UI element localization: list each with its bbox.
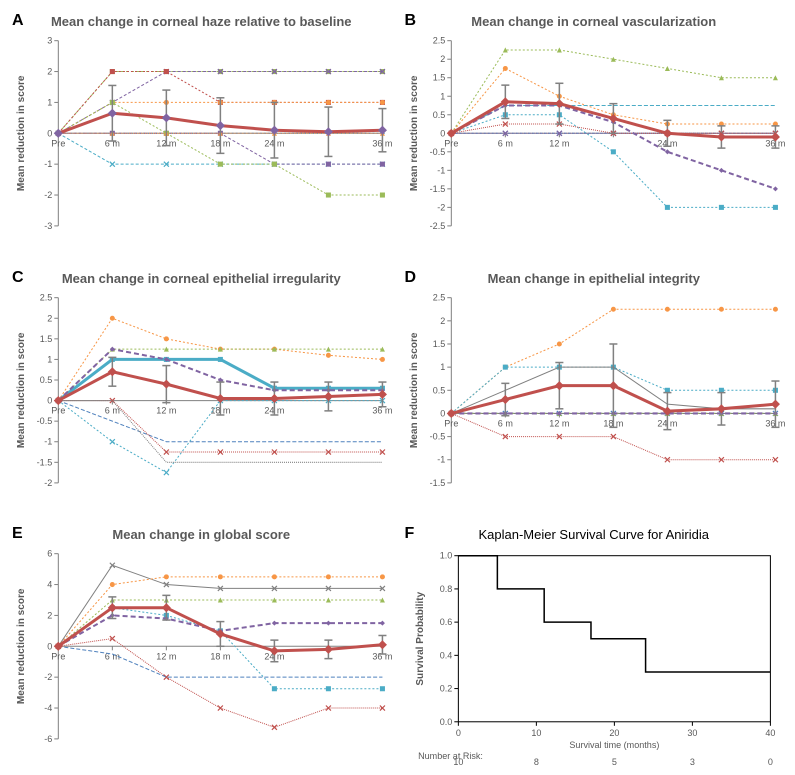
chart-grid: A Mean change in corneal haze relative t… — [10, 10, 785, 759]
ytick-label: -1.5 — [429, 184, 445, 194]
xlabel: Survival time (months) — [569, 740, 659, 750]
ytick-label: -2 — [437, 202, 445, 212]
ytick-label: -1 — [437, 165, 445, 175]
ytick-label: -2.5 — [429, 221, 445, 231]
ytick-label: -1 — [437, 454, 445, 464]
ytick-label: -4 — [44, 703, 52, 713]
panel-e: E Mean change in global score-6-4-20246P… — [10, 523, 393, 770]
risk-value: 3 — [689, 757, 694, 767]
panel-title: Mean change in global score — [10, 527, 393, 542]
risk-value: 10 — [453, 757, 463, 767]
ytick-label: 0.0 — [439, 717, 452, 727]
ytick-label: 2 — [47, 611, 52, 621]
ytick-label: 0.5 — [432, 110, 445, 120]
ytick-label: 4 — [47, 580, 52, 590]
panel-d: D Mean change in epithelial integrity-1.… — [403, 267, 786, 514]
ylabel: Mean reduction in score — [16, 75, 27, 191]
xtick-label: 0 — [455, 728, 460, 738]
xtick-label: 6 m — [497, 418, 512, 428]
chart-E: -6-4-20246Pre6 m12 m18 m24 m36 mMean red… — [10, 523, 393, 770]
ytick-label: 1.5 — [432, 73, 445, 83]
ytick-label: 3 — [47, 36, 52, 46]
ylabel: Mean reduction in score — [409, 332, 420, 448]
ytick-label: 0 — [47, 128, 52, 138]
ytick-label: 1.0 — [439, 551, 452, 561]
ylabel: Mean reduction in score — [16, 332, 27, 448]
ytick-label: 1.5 — [432, 339, 445, 349]
ytick-label: -2 — [44, 190, 52, 200]
ytick-label: -1.5 — [37, 457, 53, 467]
ytick-label: -2 — [44, 477, 52, 487]
ytick-label: -6 — [44, 734, 52, 744]
ytick-label: 0.5 — [432, 385, 445, 395]
ytick-label: 0 — [440, 408, 445, 418]
ytick-label: -1 — [44, 436, 52, 446]
risk-value: 0 — [767, 757, 772, 767]
panel-title: Mean change in corneal vascularization — [403, 14, 786, 29]
xtick-label: 20 — [609, 728, 619, 738]
ytick-label: -1.5 — [429, 477, 445, 487]
panel-title: Mean change in epithelial integrity — [403, 271, 786, 286]
risk-value: 8 — [533, 757, 538, 767]
panel-b: B Mean change in corneal vascularization… — [403, 10, 786, 257]
ytick-label: 6 — [47, 549, 52, 559]
chart-D: -1.5-1-0.500.511.522.5Pre6 m12 m18 m24 m… — [403, 267, 786, 514]
ytick-label: 0 — [47, 641, 52, 651]
ytick-label: 1 — [440, 362, 445, 372]
ytick-label: -1 — [44, 159, 52, 169]
xtick-label: 12 m — [156, 652, 176, 662]
risk-label: Number at Risk: — [418, 751, 483, 761]
xtick-label: Pre — [51, 138, 65, 148]
xtick-label: 12 m — [549, 418, 569, 428]
panel-title: Mean change in corneal epithelial irregu… — [10, 271, 393, 286]
ylabel: Survival Probability — [415, 592, 426, 686]
ytick-label: 2 — [440, 315, 445, 325]
ytick-label: 0.6 — [439, 617, 452, 627]
ytick-label: 2.5 — [40, 292, 53, 302]
ytick-label: 1.5 — [40, 333, 53, 343]
xtick-label: 30 — [687, 728, 697, 738]
ytick-label: -0.5 — [429, 431, 445, 441]
chart-A: -3-2-10123Pre6 m12 m18 m24 m36 mMean red… — [10, 10, 393, 257]
ytick-label: 2 — [47, 313, 52, 323]
ytick-label: 0 — [47, 395, 52, 405]
chart-B: -2.5-2-1.5-1-0.500.511.522.5Pre6 m12 m24… — [403, 10, 786, 257]
ytick-label: 0.2 — [439, 684, 452, 694]
ytick-label: -0.5 — [429, 147, 445, 157]
ytick-label: 2 — [440, 54, 445, 64]
ytick-label: 2 — [47, 67, 52, 77]
ytick-label: 1 — [47, 97, 52, 107]
chart-F: 0.00.20.40.60.81.0010203040Survival Prob… — [403, 523, 786, 770]
ytick-label: 2.5 — [432, 36, 445, 46]
panel-title: Mean change in corneal haze relative to … — [10, 14, 393, 29]
ytick-label: 0.4 — [439, 651, 452, 661]
panel-title: Kaplan-Meier Survival Curve for Aniridia — [403, 527, 786, 542]
panel-a: A Mean change in corneal haze relative t… — [10, 10, 393, 257]
ytick-label: 2.5 — [432, 292, 445, 302]
ytick-label: -2 — [44, 672, 52, 682]
xtick-label: Pre — [444, 138, 458, 148]
xtick-label: Pre — [51, 405, 65, 415]
ytick-label: 0.5 — [40, 375, 53, 385]
ytick-label: 0 — [440, 128, 445, 138]
risk-value: 5 — [611, 757, 616, 767]
xtick-label: 12 m — [549, 138, 569, 148]
xtick-label: 10 — [531, 728, 541, 738]
xtick-label: 6 m — [497, 138, 512, 148]
panel-f: F Kaplan-Meier Survival Curve for Anirid… — [403, 523, 786, 770]
xtick-label: 40 — [765, 728, 775, 738]
xtick-label: 18 m — [210, 652, 230, 662]
ytick-label: 1 — [47, 354, 52, 364]
ytick-label: -0.5 — [37, 416, 53, 426]
xtick-label: Pre — [51, 652, 65, 662]
chart-C: -2-1.5-1-0.500.511.522.5Pre6 m12 m18 m24… — [10, 267, 393, 514]
ytick-label: 0.8 — [439, 584, 452, 594]
ylabel: Mean reduction in score — [409, 75, 420, 191]
xtick-label: Pre — [444, 418, 458, 428]
ylabel: Mean reduction in score — [16, 588, 27, 704]
ytick-label: -3 — [44, 221, 52, 231]
panel-c: C Mean change in corneal epithelial irre… — [10, 267, 393, 514]
xtick-label: 12 m — [156, 405, 176, 415]
ytick-label: 1 — [440, 91, 445, 101]
